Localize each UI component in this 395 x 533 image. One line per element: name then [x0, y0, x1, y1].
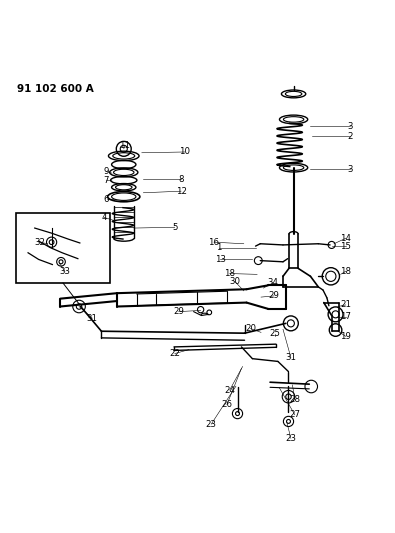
Text: 27: 27 — [289, 410, 300, 419]
Text: 13: 13 — [215, 255, 226, 264]
Text: 19: 19 — [340, 332, 351, 341]
Text: 30: 30 — [229, 277, 240, 286]
Text: 2: 2 — [347, 132, 352, 141]
Text: 16: 16 — [209, 238, 220, 247]
Text: 91 102 600 A: 91 102 600 A — [17, 84, 94, 94]
Text: 22: 22 — [169, 349, 180, 358]
Text: 24: 24 — [224, 385, 235, 394]
Text: 6: 6 — [104, 195, 109, 204]
Text: 3: 3 — [347, 122, 352, 131]
Text: 5: 5 — [172, 223, 177, 232]
Text: 14: 14 — [340, 234, 351, 243]
FancyBboxPatch shape — [16, 213, 110, 283]
Text: 1: 1 — [216, 243, 222, 252]
Text: 9: 9 — [104, 167, 109, 176]
Text: 23: 23 — [206, 419, 217, 429]
Text: 11: 11 — [119, 141, 130, 150]
Text: 17: 17 — [340, 312, 351, 321]
Text: 12: 12 — [175, 187, 186, 196]
Text: 32: 32 — [34, 238, 45, 247]
Text: 31: 31 — [87, 314, 98, 323]
Text: 21: 21 — [340, 301, 351, 310]
Text: 33: 33 — [59, 266, 70, 276]
Text: 25: 25 — [270, 329, 281, 338]
Text: 7: 7 — [104, 176, 109, 185]
Text: 31: 31 — [285, 353, 296, 362]
Text: 18: 18 — [340, 266, 351, 276]
Text: 26: 26 — [222, 400, 232, 409]
Text: 23: 23 — [285, 434, 296, 443]
Text: 3: 3 — [347, 165, 352, 174]
Text: 34: 34 — [267, 278, 278, 287]
Text: 8: 8 — [178, 175, 184, 184]
Text: 20: 20 — [245, 324, 256, 333]
Text: 18: 18 — [224, 269, 235, 278]
Text: 28: 28 — [289, 394, 300, 403]
Text: 15: 15 — [340, 241, 351, 251]
Text: 4: 4 — [102, 213, 107, 222]
Text: 10: 10 — [179, 148, 190, 157]
Text: 29: 29 — [173, 307, 184, 316]
Text: 29: 29 — [269, 292, 279, 301]
